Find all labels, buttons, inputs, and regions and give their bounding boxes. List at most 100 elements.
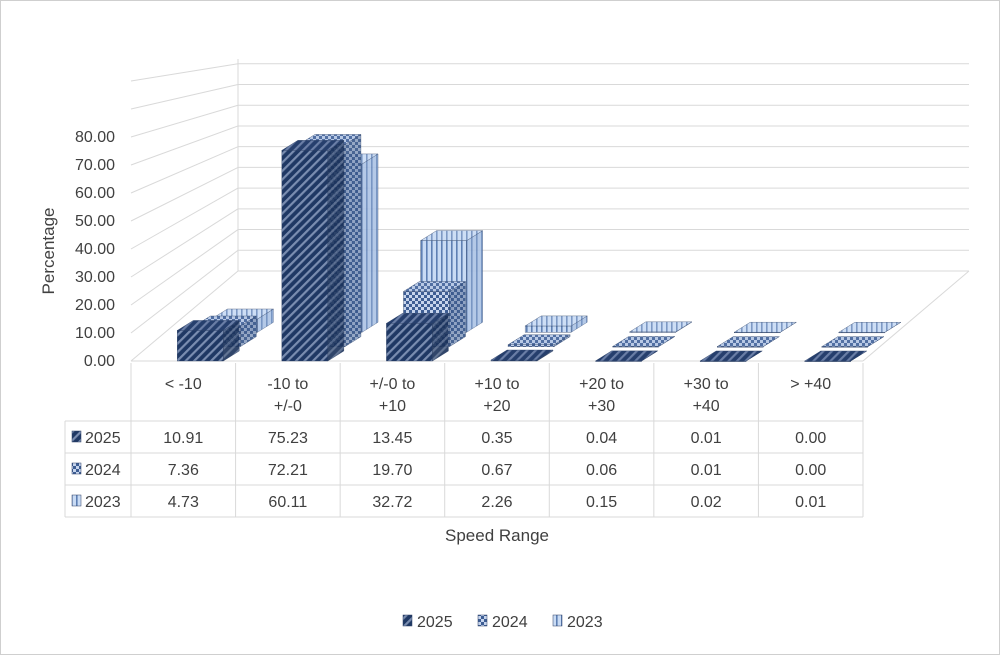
bar-front bbox=[281, 150, 329, 362]
gridline bbox=[130, 63, 239, 82]
gridline bbox=[130, 208, 239, 278]
bar-top-shade bbox=[420, 230, 483, 241]
bar-top bbox=[716, 336, 780, 347]
bar-top-shade bbox=[838, 322, 901, 333]
bar-side-shade bbox=[344, 134, 361, 347]
bar-side-shade bbox=[432, 313, 449, 361]
bar-front bbox=[177, 330, 224, 362]
bar-top bbox=[524, 315, 588, 327]
table-legend-key bbox=[71, 494, 82, 507]
table-series-name: 2024 bbox=[85, 462, 121, 479]
bar-side-shade bbox=[362, 153, 379, 333]
table-cell-value: 0.02 bbox=[691, 494, 722, 511]
bar-side-shade bbox=[571, 315, 588, 333]
bar bbox=[490, 349, 554, 362]
table-cell-value: 2.26 bbox=[481, 494, 512, 511]
table-legend-key bbox=[71, 462, 82, 475]
bar bbox=[385, 312, 450, 362]
bar bbox=[804, 350, 868, 362]
y-tick-label: 70.00 bbox=[75, 157, 115, 174]
legend: 2025 2024 2023 bbox=[402, 614, 603, 631]
bar-side-shade bbox=[327, 140, 344, 361]
bar-side-shade bbox=[466, 230, 483, 333]
y-tick-label: 20.00 bbox=[75, 297, 115, 314]
bar-top bbox=[629, 321, 693, 333]
gridline bbox=[130, 187, 239, 250]
bar-top bbox=[281, 140, 345, 151]
bar-front bbox=[386, 323, 433, 362]
bar-top-shade bbox=[386, 313, 449, 324]
bar-top-shade bbox=[525, 315, 588, 326]
bar-top bbox=[385, 313, 450, 324]
category-tick-label: +40 bbox=[693, 398, 720, 415]
legend-label: 2023 bbox=[567, 614, 603, 631]
category-tick-label: +/-0 bbox=[274, 398, 302, 415]
floor-edge bbox=[862, 270, 970, 362]
table-cell-value: 0.00 bbox=[795, 430, 826, 447]
gridline bbox=[130, 166, 239, 222]
bar-top-shade bbox=[804, 351, 867, 361]
table-cell-value: 4.73 bbox=[168, 494, 199, 511]
bar-top-shade bbox=[491, 350, 553, 361]
bar-side-shade bbox=[257, 309, 274, 333]
table-cell-value: 0.01 bbox=[795, 494, 826, 511]
table-cell-value: 0.04 bbox=[586, 430, 617, 447]
bar-top-shade bbox=[612, 336, 675, 347]
bar bbox=[281, 139, 345, 362]
gridline bbox=[130, 104, 239, 138]
bar bbox=[821, 336, 885, 348]
bar-top-shade bbox=[595, 350, 658, 361]
bar-side-shade bbox=[449, 281, 466, 347]
bar-top bbox=[490, 349, 554, 361]
bar-top-shade bbox=[821, 336, 884, 347]
table-cell-value: 32.72 bbox=[372, 494, 412, 511]
legend-label: 2024 bbox=[492, 614, 528, 631]
y-tick-label: 80.00 bbox=[75, 129, 115, 146]
category-tick-label: > +40 bbox=[790, 376, 831, 393]
legend-label: 2025 bbox=[417, 614, 453, 631]
gridline bbox=[130, 249, 239, 334]
category-tick-label: +10 to bbox=[475, 376, 520, 393]
y-axis-title: Percentage bbox=[39, 208, 58, 295]
bar-top-shade bbox=[734, 322, 797, 333]
bar-top-shade bbox=[403, 281, 466, 292]
bar-top-shade bbox=[508, 334, 571, 345]
y-tick-label: 60.00 bbox=[75, 185, 115, 202]
bar-top bbox=[838, 322, 902, 333]
gridline bbox=[130, 229, 239, 306]
bar bbox=[699, 350, 763, 362]
table-cell-value: 13.45 bbox=[372, 430, 412, 447]
table-series-name: 2023 bbox=[85, 494, 121, 511]
table-cell-value: 72.21 bbox=[268, 462, 308, 479]
category-tick-label: +10 bbox=[379, 398, 406, 415]
bar bbox=[716, 336, 780, 348]
bar-side-shade bbox=[537, 350, 553, 361]
legend-key bbox=[552, 614, 563, 627]
bar bbox=[838, 321, 902, 334]
bar-top bbox=[733, 322, 797, 333]
table-cell-value: 0.35 bbox=[481, 430, 512, 447]
bar-top bbox=[699, 350, 763, 362]
table-cell-value: 19.70 bbox=[372, 462, 412, 479]
category-tick-label: +30 to bbox=[684, 376, 729, 393]
bars bbox=[176, 134, 902, 362]
y-tick-label: 0.00 bbox=[84, 353, 115, 370]
bar-top bbox=[176, 320, 240, 331]
bar-side-shade bbox=[223, 320, 240, 361]
category-tick-label: +/-0 to bbox=[370, 376, 416, 393]
table-cell-value: 10.91 bbox=[163, 430, 203, 447]
category-tick-label: -10 to bbox=[267, 376, 308, 393]
y-axis: 0.00 10.00 20.00 30.00 40.00 50.00 60.00 70.00 8… bbox=[75, 129, 115, 370]
table-cell-value: 0.01 bbox=[691, 462, 722, 479]
table-cell-value: 60.11 bbox=[268, 494, 307, 511]
bar-top-shade bbox=[177, 320, 240, 331]
legend-key bbox=[402, 614, 413, 627]
table-cell-value: 7.36 bbox=[168, 462, 199, 479]
table-series-name: 2025 bbox=[85, 430, 121, 447]
category-tick-label: < -10 bbox=[165, 376, 202, 393]
y-tick-label: 10.00 bbox=[75, 325, 115, 342]
y-tick-label: 40.00 bbox=[75, 241, 115, 258]
bar bbox=[733, 321, 797, 334]
bar-side-shade bbox=[554, 334, 571, 347]
bar-top-shade bbox=[717, 336, 780, 347]
